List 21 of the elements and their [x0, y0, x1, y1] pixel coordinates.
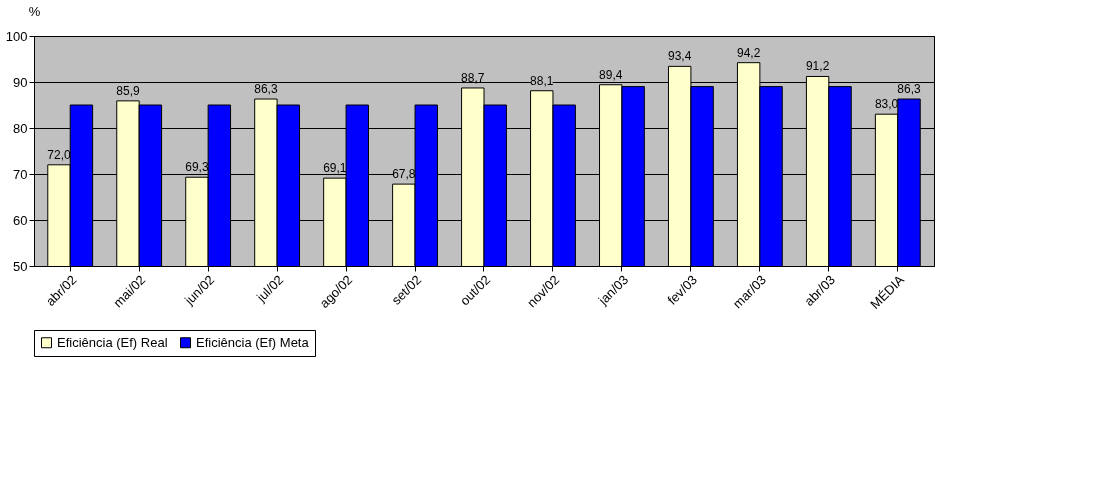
- data-label: 89,4: [599, 67, 623, 82]
- data-label: 94,2: [736, 45, 761, 60]
- y-tick-label: 100: [5, 28, 28, 44]
- data-label: 93,4: [668, 49, 692, 64]
- data-label: 85,9: [116, 83, 140, 98]
- y-tick-label: 80: [13, 120, 28, 136]
- data-label: 91,2: [805, 59, 830, 74]
- data-label: 69,1: [323, 161, 347, 176]
- data-label: 88,7: [461, 70, 485, 85]
- y-tick-label: 60: [13, 212, 28, 228]
- data-label: 69,3: [185, 160, 209, 175]
- y-tick-label: 90: [13, 74, 28, 90]
- legend-label: Eficiência (Ef) Real: [57, 334, 168, 350]
- data-label: 67,8: [392, 167, 416, 182]
- data-label: 88,1: [530, 73, 554, 88]
- y-axis-title: %: [28, 3, 41, 19]
- y-tick-label: 50: [13, 258, 28, 274]
- y-tick-label: 70: [13, 166, 28, 182]
- data-label: 86,3: [897, 82, 921, 97]
- data-label: 86,3: [254, 82, 278, 97]
- legend-label: Eficiência (Ef) Meta: [196, 334, 310, 350]
